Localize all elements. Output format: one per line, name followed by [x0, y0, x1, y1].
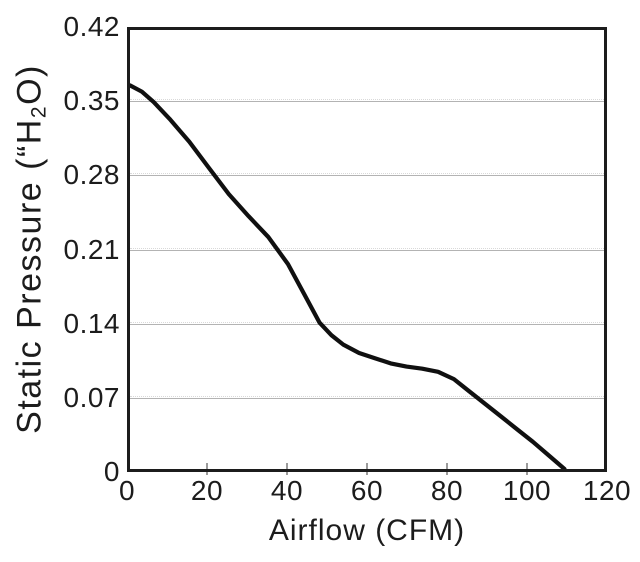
y-tick-label: 0	[103, 456, 120, 487]
gridline	[130, 247, 604, 251]
x-axis-title: Airflow (CFM)	[268, 514, 466, 547]
gridline	[130, 99, 604, 103]
x-tick-label: 60	[350, 475, 384, 506]
x-tick-label: 40	[270, 475, 304, 506]
y-tick-label: 0.14	[63, 307, 120, 339]
x-tick-label: 20	[190, 475, 224, 506]
y-tick-label: 0.42	[63, 11, 120, 42]
plot-area	[127, 27, 607, 472]
x-tick-label: 80	[430, 475, 464, 506]
x-tick-label: 120	[582, 475, 632, 506]
fan-curve-svg	[130, 83, 567, 469]
y-tick-label: 0.21	[63, 233, 120, 265]
gridline	[130, 395, 604, 399]
gridline	[130, 173, 604, 177]
x-tick-label: 100	[502, 475, 552, 506]
fan-curve-line	[130, 83, 567, 469]
y-tick-label: 0.28	[63, 159, 120, 191]
y-tick-label: 0.35	[63, 85, 120, 117]
x-tick-label: 0	[118, 475, 136, 506]
gridline	[130, 321, 604, 325]
y-tick-label: 0.07	[63, 381, 120, 413]
